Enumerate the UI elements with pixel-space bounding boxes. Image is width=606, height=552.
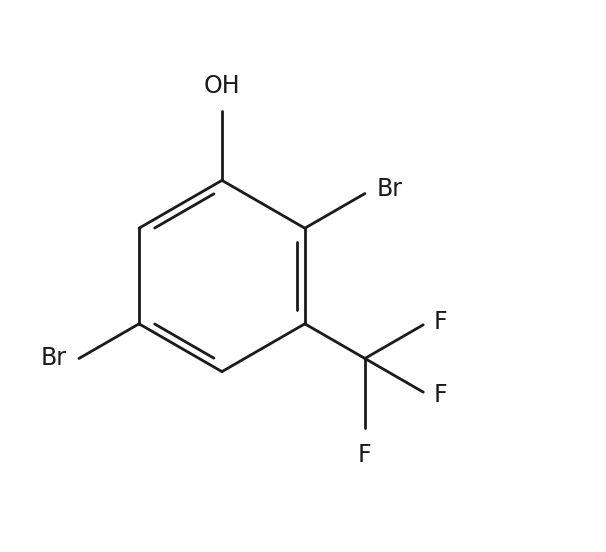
Text: Br: Br <box>377 177 403 200</box>
Text: F: F <box>433 383 447 407</box>
Text: OH: OH <box>204 74 240 98</box>
Text: F: F <box>358 443 371 466</box>
Text: Br: Br <box>41 347 67 370</box>
Text: F: F <box>433 310 447 334</box>
